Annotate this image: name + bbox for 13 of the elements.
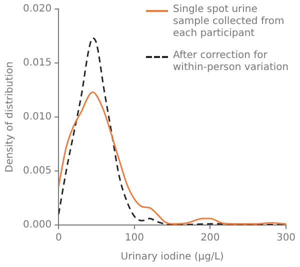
y-tick-label: 0.015 bbox=[22, 58, 52, 69]
y-tick-label: 0.010 bbox=[22, 112, 52, 123]
x-tick-label: 300 bbox=[276, 232, 296, 244]
y-tick-label: 0.005 bbox=[22, 166, 52, 177]
y-tick-label: 0.000 bbox=[22, 220, 52, 231]
x-tick-label: 0 bbox=[55, 232, 62, 244]
legend-label: After correction for within-person variation bbox=[173, 50, 290, 74]
legend-label: Single spot urine sample collected from each participant bbox=[173, 4, 286, 40]
x-tick-label: 200 bbox=[200, 232, 220, 244]
y-axis-title: Density of distribution bbox=[4, 61, 16, 173]
y-tick-label: 0.020 bbox=[22, 4, 52, 15]
x-axis-title: Urinary iodine (µg/L) bbox=[120, 252, 224, 263]
x-tick-label: 100 bbox=[124, 232, 144, 244]
